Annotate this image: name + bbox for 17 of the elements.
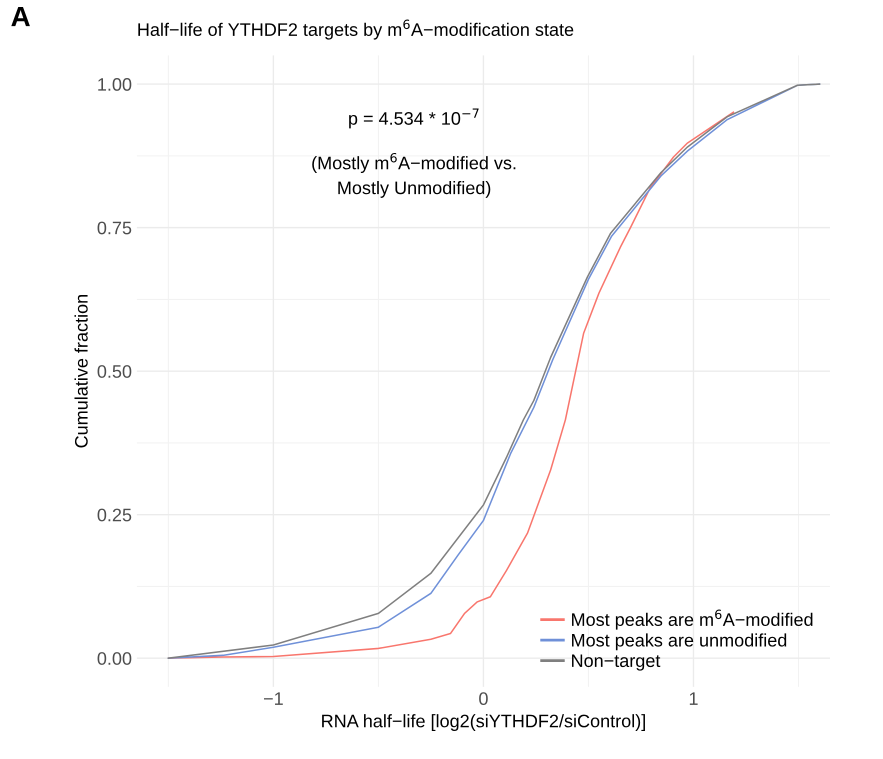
y-tick-label: 0.75 — [98, 222, 132, 234]
x-tick-label: −1 — [264, 692, 283, 705]
annotation: (Mostly m$^{6}$A−modified vs. Mostly Unmodified) — [312, 152, 516, 198]
legend-label: Most peaks are m$^{6}$A−modified — [572, 610, 812, 630]
y-tick-label: 1.00 — [98, 78, 132, 91]
legend-label: Non−target — [572, 654, 660, 671]
x-tick-label: 0 — [479, 692, 488, 706]
x-tick-label: 1 — [690, 692, 698, 705]
text: A — [11, 7, 30, 26]
y-tick-label: 0.50 — [98, 365, 132, 378]
y-tick-label: 0.00 — [98, 652, 132, 665]
x-axis-title: RNA half−life [log2(siYTHDF2/siControl)] — [322, 714, 645, 731]
y-axis-title: Cumulative fraction — [74, 295, 88, 448]
annotation: p = 4.534 * 10$^{−7}$ — [349, 108, 479, 128]
y-tick-label: 0.25 — [98, 508, 132, 522]
legend-label: Most peaks are unmodified — [572, 633, 786, 650]
chart-title: Half−life of YTHDF2 targets by m$^{6}$A−modification state — [138, 20, 574, 40]
